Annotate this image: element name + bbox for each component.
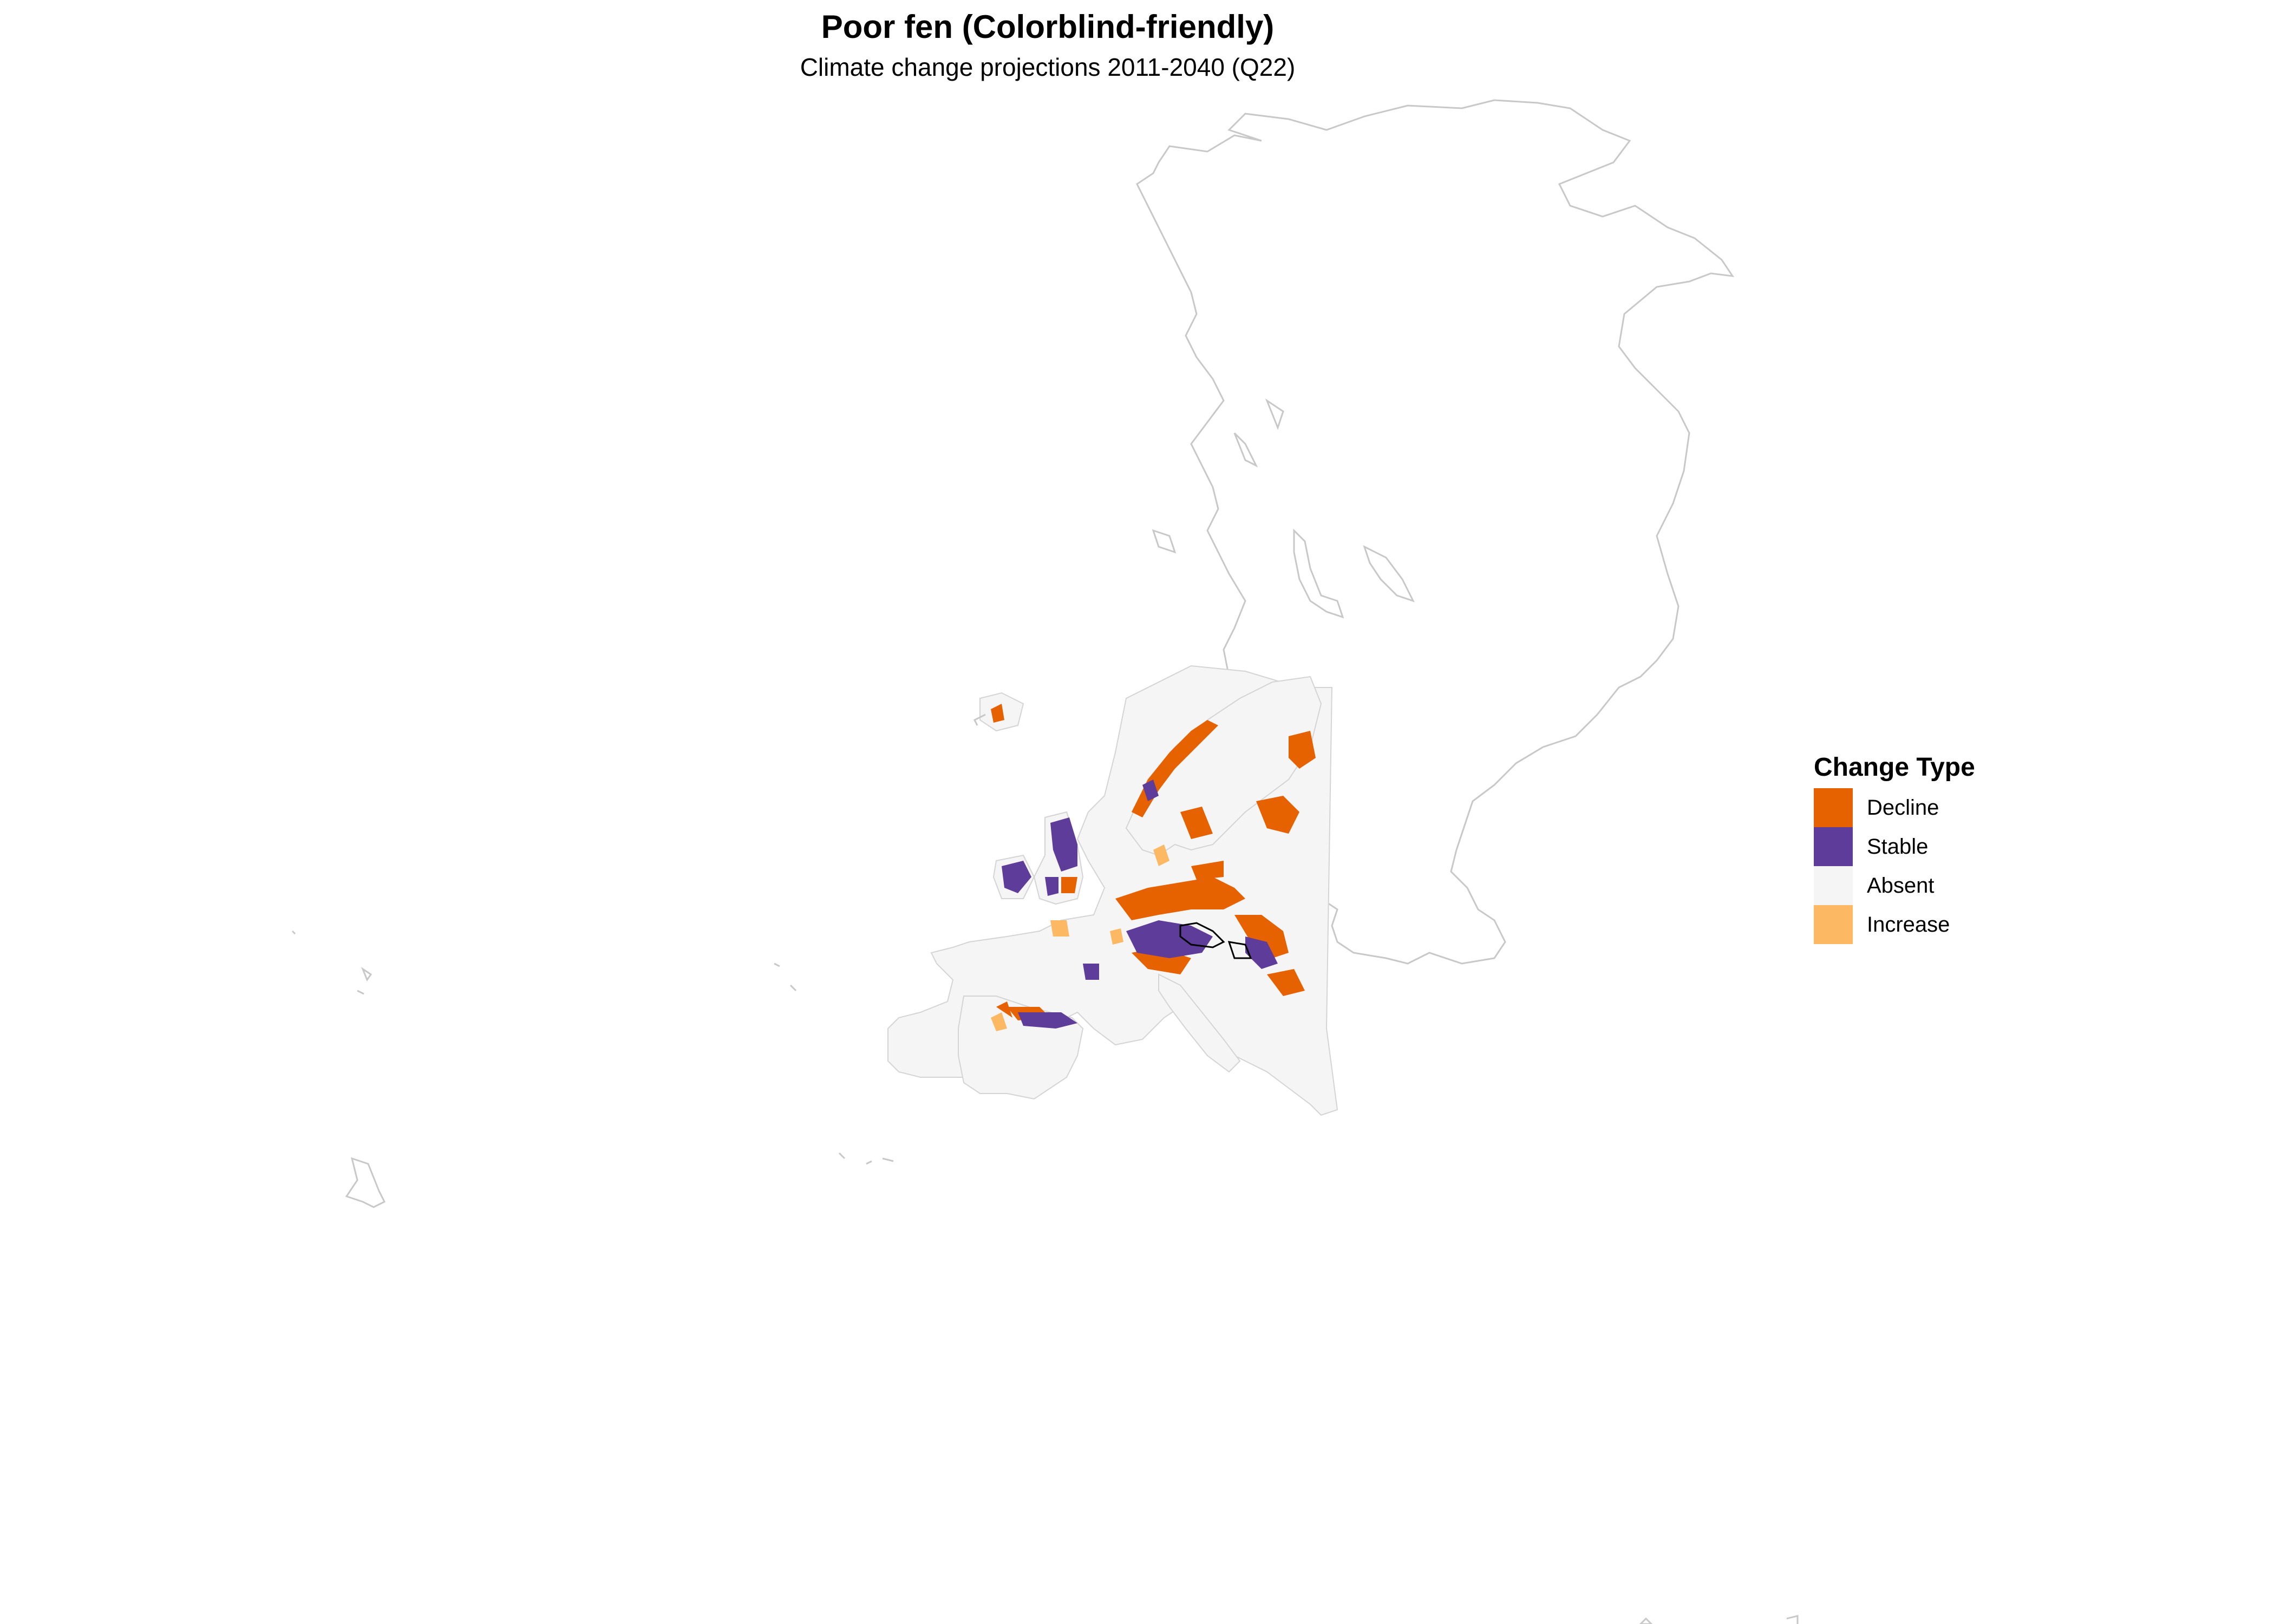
stable-patch-wales <box>1045 877 1058 896</box>
island-outline <box>291 930 296 935</box>
legend-item-absent: Absent <box>1814 866 2041 905</box>
island-outline <box>789 984 797 992</box>
island-outline <box>1152 529 1177 554</box>
decline-patch-baltic <box>1256 796 1299 834</box>
feature-outline <box>1227 941 1252 959</box>
island-outline <box>357 990 364 995</box>
stable-patch-carpathians <box>1245 937 1278 969</box>
island-outline <box>973 713 986 726</box>
stable-patch-scotland <box>1050 817 1077 872</box>
increase-patch-france <box>1050 920 1069 937</box>
island-outline <box>1265 398 1284 430</box>
legend: Change Type Decline Stable Absent Increa… <box>1814 751 2041 944</box>
atlantic-islands <box>291 713 1799 1624</box>
island-outline <box>1293 528 1344 619</box>
decline-patch-britain <box>1061 877 1077 893</box>
legend-item-stable: Stable <box>1814 827 2041 866</box>
legend-swatch-stable <box>1814 827 1853 866</box>
decline-patch-balkans <box>1267 969 1305 996</box>
island-outline <box>345 1157 386 1208</box>
stable-patch-massif-central <box>1083 964 1099 980</box>
map-title: Poor fen (Colorblind-friendly) <box>821 9 1275 45</box>
legend-label-stable: Stable <box>1867 835 1929 859</box>
decline-patch-central-europe <box>1115 877 1245 920</box>
decline-patch-northern-poland <box>1191 861 1224 880</box>
increase-patch-denmark <box>1153 844 1169 866</box>
legend-swatch-increase <box>1814 905 1853 944</box>
island-outline <box>1786 1615 1799 1624</box>
decline-patch-iceland <box>991 704 1004 723</box>
stable-patch-iberia <box>1018 1012 1077 1029</box>
feature-outline <box>1179 922 1225 948</box>
island-outline <box>838 1152 894 1165</box>
increase-patch-iberia <box>991 1012 1007 1031</box>
map-subtitle: Climate change projections 2011-2040 (Q2… <box>800 53 1296 81</box>
italy-land-absent <box>1158 973 1241 1073</box>
decline-patch-carpathians <box>1234 915 1289 958</box>
island-outline <box>1233 432 1258 468</box>
legend-label-absent: Absent <box>1867 874 1935 898</box>
island-outline <box>774 962 780 967</box>
legend-swatch-decline <box>1814 788 1853 827</box>
stable-patch-ireland <box>1002 861 1031 893</box>
stable-patch-central-europe <box>1126 920 1213 958</box>
decline-patch-iberia-north <box>996 1001 1012 1018</box>
stable-patch-norway-coast <box>1142 780 1159 801</box>
legend-label-increase: Increase <box>1867 913 1950 937</box>
island-outline <box>361 967 373 982</box>
legend-swatch-absent <box>1814 866 1853 905</box>
decline-patch-sweden <box>1180 807 1213 839</box>
legend-item-decline: Decline <box>1814 788 2041 827</box>
island-outline <box>1363 545 1415 603</box>
legend-item-increase: Increase <box>1814 905 2041 944</box>
increase-patch-germany <box>1110 928 1123 945</box>
island-outline <box>1639 1617 1653 1624</box>
legend-title: Change Type <box>1814 753 1975 782</box>
decline-patch-finland <box>1289 731 1316 769</box>
increase-patches <box>991 844 1169 1031</box>
stable-patches <box>1002 780 1278 1029</box>
legend-label-decline: Decline <box>1867 796 1939 820</box>
